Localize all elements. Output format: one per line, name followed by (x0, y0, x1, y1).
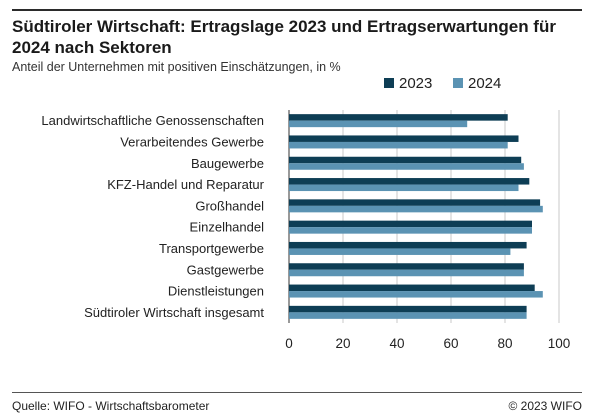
category-label: Transportgewerbe (159, 241, 264, 256)
bar-2024 (289, 141, 508, 149)
bar-2024 (289, 163, 524, 170)
legend-label-2023: 2023 (399, 75, 432, 92)
legend-swatch-2023 (384, 78, 394, 88)
bar-2023 (289, 199, 541, 206)
category-label: Südtiroler Wirtschaft insgesamt (84, 305, 264, 320)
bar-2023 (289, 135, 519, 142)
bar-2023 (289, 178, 530, 185)
bar-2023 (289, 263, 524, 270)
legend-swatch-2024 (453, 78, 463, 88)
chart-title: Südtiroler Wirtschaft: Ertragslage 2023 … (12, 17, 556, 57)
chart-subtitle: Anteil der Unternehmen mit positiven Ein… (12, 60, 341, 74)
category-label: Gastgewerbe (187, 262, 264, 277)
x-tick-label: 20 (335, 336, 350, 351)
bar-2024 (289, 120, 468, 128)
x-tick-label: 0 (285, 336, 293, 351)
x-tick-label: 100 (548, 336, 571, 351)
x-tick-label: 80 (497, 336, 512, 351)
bar-2024 (289, 269, 524, 277)
category-label: Einzelhandel (190, 220, 265, 235)
category-label: Großhandel (195, 198, 264, 213)
category-label: Baugewerbe (191, 156, 264, 171)
category-label: Dienstleistungen (168, 284, 264, 299)
bar-2024 (289, 227, 532, 234)
bottom-rule (12, 392, 582, 393)
bar-2024 (289, 248, 511, 255)
x-tick-label: 60 (443, 336, 458, 351)
bar-2024 (289, 312, 527, 319)
bar-2024 (289, 205, 543, 213)
bar-2023 (289, 114, 508, 121)
bar-2024 (289, 184, 519, 192)
copyright-note: © 2023 WIFO (508, 399, 582, 413)
bar-chart: 0 20 40 60 80 100 Landwirtschaftliche Genossen… (41, 75, 571, 351)
bar-2023 (289, 220, 532, 228)
category-label: Verarbeitendes Gewerbe (120, 134, 264, 149)
legend-label-2024: 2024 (468, 75, 501, 92)
source-note: Quelle: WIFO - Wirtschaftsbarometer (12, 399, 210, 413)
bar-2023 (289, 284, 535, 292)
x-tick-label: 40 (389, 336, 404, 351)
bar-2024 (289, 291, 543, 298)
category-label: KFZ-Handel und Reparatur (107, 177, 264, 192)
bar-2023 (289, 156, 522, 164)
bar-2023 (289, 241, 527, 249)
category-label: Landwirtschaftliche Genossenschaften (41, 113, 264, 128)
top-rule (12, 9, 582, 11)
bar-2023 (289, 305, 527, 313)
